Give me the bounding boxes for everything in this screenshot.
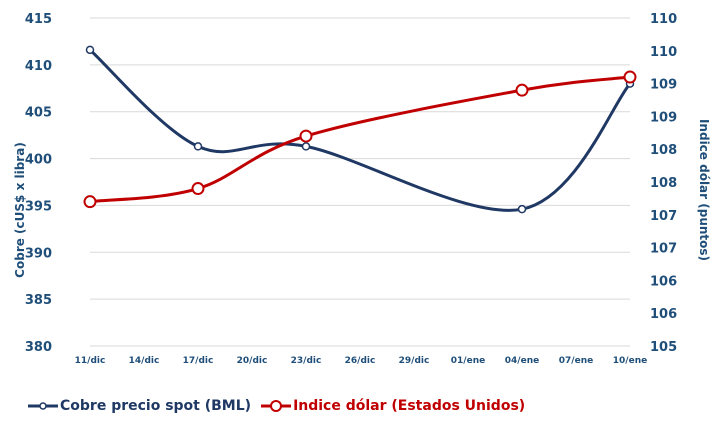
legend-item-dolar: Indice dólar (Estados Unidos) xyxy=(261,398,525,414)
y-tick-label: 400 xyxy=(25,153,52,168)
x-tick-label: 07/ene xyxy=(559,356,593,366)
y2-tick-label: 106 xyxy=(650,307,677,322)
series-line-dolar xyxy=(89,75,631,204)
chart: 380 385 390 395 400 405 410 415 105 106 106 107 107… xyxy=(13,12,711,366)
data-point-cobre xyxy=(193,142,203,151)
x-tick-label: 23/dic xyxy=(291,356,322,366)
x-tick-label: 20/dic xyxy=(237,356,268,366)
y2-tick-label: 109 xyxy=(650,110,677,125)
y2-tick-label: 105 xyxy=(650,340,677,355)
x-axis-ticks: 11/dic 14/dic 17/dic 20/dic 23/dic 26/dic 29/d… xyxy=(75,356,648,366)
y-tick-label: 410 xyxy=(25,59,52,74)
data-point-cobre xyxy=(85,45,95,55)
y2-tick-label: 108 xyxy=(650,143,677,158)
gridlines xyxy=(90,17,630,347)
x-tick-label: 26/dic xyxy=(345,356,376,366)
y2-tick-label: 110 xyxy=(650,45,677,60)
data-point-dolar xyxy=(191,182,205,196)
y-tick-label: 385 xyxy=(25,293,52,308)
x-tick-label: 29/dic xyxy=(399,356,430,366)
data-point-cobre xyxy=(301,142,311,151)
y-tick-label: 415 xyxy=(25,12,52,27)
data-point-dolar xyxy=(623,70,637,84)
x-tick-label: 14/dic xyxy=(129,356,160,366)
y2-tick-label: 110 xyxy=(650,12,677,27)
y2-tick-label: 107 xyxy=(650,242,677,257)
y-axis-title: Cobre (cUS$ x libra) xyxy=(13,142,27,278)
series-line-cobre xyxy=(88,48,632,212)
x-tick-label: 01/ene xyxy=(451,356,485,366)
legend-label-dolar: Indice dólar (Estados Unidos) xyxy=(293,398,526,414)
right-axis-ticks: 105 106 106 107 107 108 108 109 109 110 110 xyxy=(650,12,677,355)
y-tick-label: 380 xyxy=(25,340,52,355)
y-tick-label: 395 xyxy=(25,199,52,214)
legend-swatch-dolar xyxy=(261,400,292,412)
legend: Cobre precio spot (BML) Indice dólar (Es… xyxy=(28,398,535,414)
y2-tick-label: 107 xyxy=(650,209,677,224)
data-point-dolar xyxy=(83,195,97,209)
y2-tick-label: 106 xyxy=(650,274,677,289)
y-tick-label: 405 xyxy=(25,106,52,121)
y2-tick-label: 109 xyxy=(650,78,677,93)
legend-label-cobre: Cobre precio spot (BML) xyxy=(60,398,252,414)
data-point-cobre xyxy=(517,204,527,214)
data-point-dolar xyxy=(299,129,313,143)
legend-swatch-cobre xyxy=(28,402,58,410)
legend-item-cobre: Cobre precio spot (BML) xyxy=(28,398,251,414)
x-tick-label: 10/ene xyxy=(613,356,647,366)
x-tick-label: 17/dic xyxy=(183,356,214,366)
x-tick-label: 11/dic xyxy=(75,356,106,366)
y2-axis-title: Indice dólar (puntos) xyxy=(697,119,711,261)
y2-tick-label: 108 xyxy=(650,176,677,191)
series-layer xyxy=(83,45,637,214)
x-tick-label: 04/ene xyxy=(505,356,539,366)
data-point-dolar xyxy=(515,83,529,97)
y-tick-label: 390 xyxy=(25,246,52,261)
left-axis-ticks: 380 385 390 395 400 405 410 415 xyxy=(25,12,52,355)
